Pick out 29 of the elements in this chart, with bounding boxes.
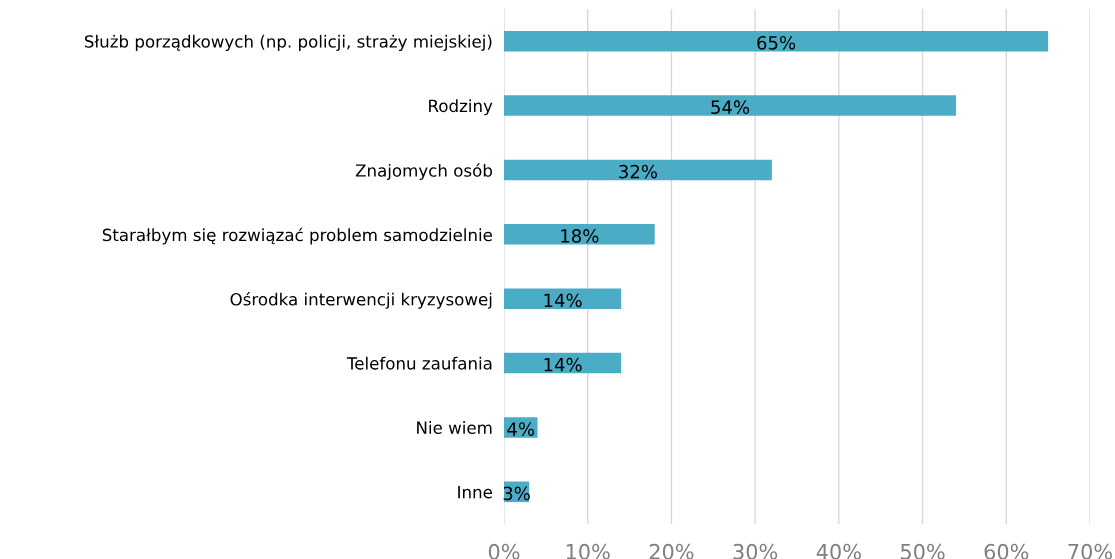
bar xyxy=(504,159,772,181)
bar xyxy=(504,95,957,116)
bar xyxy=(504,224,655,245)
x-tick-label: 10% xyxy=(566,543,610,559)
y-tick-label: Inne xyxy=(458,485,492,499)
y-tick-label: Służb porządkowych (np. policji, straży miejskiej) xyxy=(84,34,492,51)
data-label: 65% xyxy=(757,35,796,50)
y-tick-label: Znajomych osób xyxy=(355,163,492,181)
x-tick-label: 20% xyxy=(649,543,694,559)
data-label: 14% xyxy=(544,357,582,372)
data-label: 4% xyxy=(507,422,535,436)
data-label: 54% xyxy=(711,100,750,115)
bar xyxy=(504,352,622,374)
x-tick-label: 70% xyxy=(1068,543,1112,559)
bar xyxy=(504,288,622,309)
data-label: 32% xyxy=(619,164,658,179)
y-tick-label: Rodziny xyxy=(429,99,493,116)
data-label: 14% xyxy=(544,293,582,308)
x-tick-label: 0% xyxy=(488,543,520,559)
x-tick-label: 30% xyxy=(733,543,778,559)
bar xyxy=(504,30,1049,52)
y-tick-label: Nie wiem xyxy=(417,421,492,435)
data-label: 18% xyxy=(561,229,599,243)
x-tick-label: 40% xyxy=(816,543,861,559)
x-tick-label: 60% xyxy=(984,543,1029,559)
x-tick-label: 50% xyxy=(901,543,945,559)
y-tick-label: Ośrodka interwencji kryzysowej xyxy=(230,292,492,309)
y-tick-label: Starałbym się rozwiązać problem samodzielnie xyxy=(102,227,492,245)
y-tick-label: Telefonu zaufania xyxy=(346,356,492,370)
